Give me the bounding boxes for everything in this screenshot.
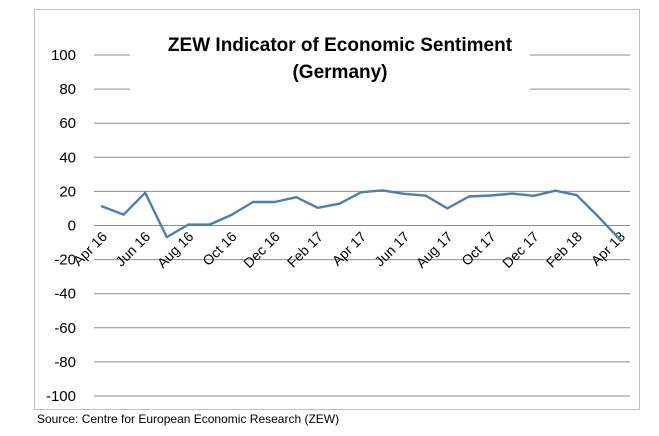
- source-note: Source: Centre for European Economic Res…: [37, 412, 340, 426]
- title-background: [130, 28, 530, 90]
- data-point: [187, 223, 190, 226]
- data-point: [230, 213, 233, 217]
- data-point: [618, 238, 622, 241]
- y-tick-label: -60: [54, 320, 76, 337]
- y-tick-label: -40: [54, 286, 76, 303]
- x-tick-label: Jun 16: [112, 228, 153, 269]
- x-tick-label: Aug 16: [154, 228, 197, 271]
- data-point: [510, 192, 514, 195]
- y-tick-label: -20: [54, 252, 76, 269]
- data-point: [295, 195, 298, 199]
- data-point: [208, 223, 212, 226]
- x-tick-label: Aug 17: [413, 228, 456, 271]
- data-point: [359, 191, 363, 194]
- data-point: [273, 200, 276, 204]
- y-tick-label: 20: [59, 183, 76, 200]
- data-point: [100, 205, 104, 208]
- data-point: [446, 207, 449, 210]
- data-point: [316, 206, 320, 209]
- y-tick-label: 40: [59, 149, 76, 166]
- y-tick-label: 60: [59, 115, 76, 132]
- x-tick-label: Oct 17: [458, 228, 499, 269]
- y-axis-ticks: 100 80 60 40 20 0 -20 -40 -60 -80 -100: [46, 47, 76, 405]
- x-tick-label: Jun 17: [371, 228, 412, 269]
- line-chart: 100 80 60 40 20 0 -20 -40 -60 -80 -100 Apr 16 Jun 1…: [45, 28, 630, 405]
- x-tick-label: Feb 17: [284, 228, 326, 270]
- x-tick-label: Dec 17: [499, 228, 542, 271]
- series-group: [100, 189, 622, 241]
- x-tick-label: Apr 18: [588, 228, 629, 269]
- chart-frame: [34, 9, 640, 410]
- data-point: [381, 189, 384, 192]
- y-tick-label: -100: [46, 388, 76, 405]
- x-tick-label: Oct 16: [199, 228, 240, 269]
- data-point: [489, 194, 492, 197]
- data-point: [597, 215, 600, 219]
- data-point: [402, 192, 406, 195]
- y-tick-label: 80: [59, 81, 76, 98]
- gridlines: [94, 54, 630, 397]
- data-point: [143, 191, 147, 194]
- x-tick-label: Feb 18: [543, 228, 585, 270]
- y-tick-label: 100: [51, 47, 76, 64]
- data-point: [165, 235, 168, 239]
- data-point: [467, 195, 471, 198]
- chart-title: ZEW Indicator of Economic Sentiment: [168, 35, 513, 56]
- x-tick-label: Apr 17: [329, 228, 370, 269]
- data-point: [338, 202, 341, 205]
- y-tick-label: -80: [54, 354, 76, 371]
- x-tick-label: Dec 16: [240, 228, 283, 271]
- x-axis-ticks: Apr 16 Jun 16 Aug 16 Oct 16 Dec 16 Feb 17 Apr …: [70, 228, 629, 271]
- data-point: [575, 193, 579, 197]
- y-tick-label: 0: [68, 218, 76, 235]
- data-point: [554, 189, 557, 192]
- chart-subtitle: (Germany): [292, 62, 387, 83]
- data-point: [532, 194, 535, 198]
- data-point: [122, 213, 125, 216]
- data-point: [424, 194, 427, 197]
- data-point: [251, 200, 255, 204]
